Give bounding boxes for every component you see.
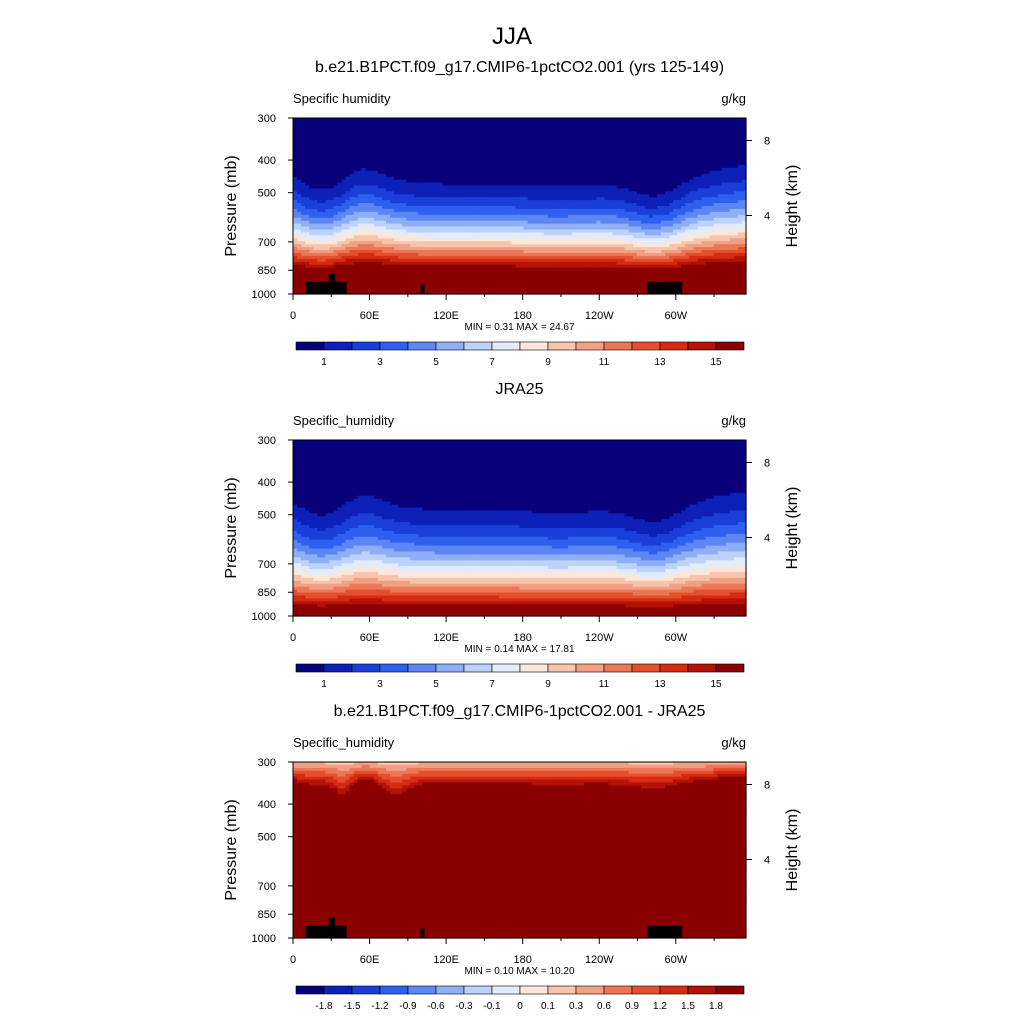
panel-1: b.e21.B1PCT.f09_g17.CMIP6-1pctCO2.001 (y… xyxy=(223,59,801,368)
variable-label: Specific humidity xyxy=(293,91,391,106)
figure: JJA b.e21.B1PCT.f09_g17.CMIP6-1pctCO2.00… xyxy=(0,0,1024,1024)
contour-field xyxy=(293,118,747,295)
units-label: g/kg xyxy=(721,91,746,106)
panel-title: b.e21.B1PCT.f09_g17.CMIP6-1pctCO2.001 (y… xyxy=(315,59,724,76)
figure-title: JJA xyxy=(492,23,532,50)
